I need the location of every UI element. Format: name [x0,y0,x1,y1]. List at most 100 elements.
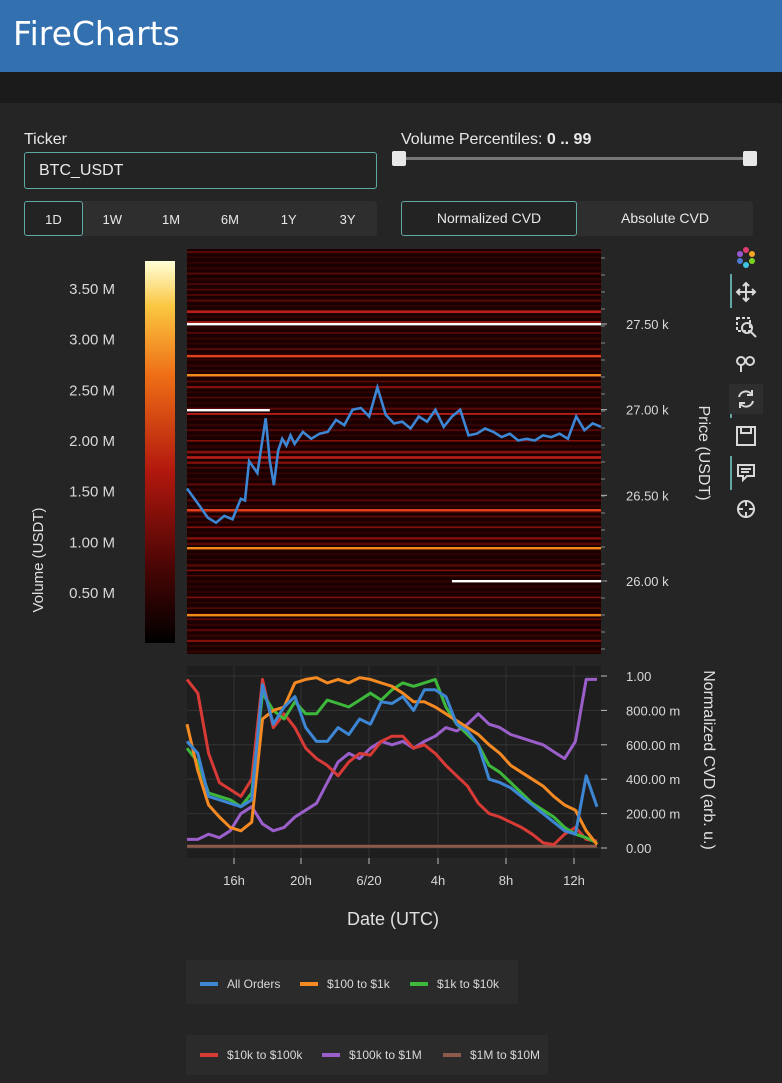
time-range-group: 1D 1W 1M 6M 1Y 3Y [24,201,377,236]
heatmap-level-row [187,645,601,648]
colorbar-tick-label: 1.50 M [69,484,115,501]
hover-icon[interactable] [729,458,763,488]
heatmap-level-row [187,623,601,626]
heatmap-hot-level [187,323,601,326]
plotly-logo-icon[interactable] [729,242,763,272]
price-axis-ticks: 27.50 k 27.00 k 26.50 k 26.00 k [601,257,669,650]
range-button-6m[interactable]: 6M [220,212,239,227]
heatmap-level-row [187,602,601,604]
heatmap-level-row [187,353,601,357]
range-button-1y[interactable]: 1Y [280,212,297,227]
heatmap-level-row [187,364,601,368]
reset-icon[interactable] [729,384,763,414]
ticker-input[interactable]: BTC_USDT [24,152,377,189]
toolbar-separator [730,456,732,490]
date-tick-label: 8h [499,873,513,888]
heatmap-level-row [187,569,601,572]
absolute-cvd-button[interactable]: Absolute CVD [621,210,709,226]
colorbar-tick-label: 0.50 M [69,585,115,602]
pan-icon[interactable] [729,277,763,307]
heatmap-level-row [187,369,601,373]
range-button-1d[interactable]: 1D [24,201,83,236]
colorbar-tick-label: 1.00 M [69,534,115,551]
heatmap-level-row [187,499,601,502]
heatmap-level-row [187,256,601,259]
cvd-tick-label: 0.00 [626,841,651,856]
legend-label: $100 to $1k [327,977,391,991]
save-icon[interactable] [729,421,763,451]
cvd-background[interactable] [187,666,601,858]
heatmap-level-row [187,418,601,421]
heatmap-level-row [187,542,601,546]
volume-slider-handle-max[interactable] [743,151,757,166]
heatmap-level-row [187,407,601,410]
heatmap-hot-level [187,374,601,377]
range-button-3y[interactable]: 3Y [339,212,356,227]
heatmap-level-row [187,272,601,275]
heatmap-level-row [187,531,601,534]
price-tick-label: 26.00 k [626,574,669,589]
heatmap-level-row [187,294,601,296]
price-line [185,382,602,525]
legend-box-2 [186,1035,548,1075]
heatmap-level-row [187,575,601,577]
cvd-axis-label: Normalized CVD (arb. u.) [700,670,717,850]
cvd-tick-label: 1.00 [626,669,651,684]
heatmap-level-row [187,380,601,383]
cvd-series-line [185,683,599,836]
cvd-series-line [187,677,597,841]
normalized-cvd-button[interactable]: Normalized CVD [401,201,577,236]
heatmap-hot-level [187,547,601,550]
heatmap-level-row [187,278,601,281]
heatmap-level-row [187,267,601,270]
volume-slider-handle-min[interactable] [392,151,406,166]
volume-percentiles-label: Volume Percentiles: 0 .. 99 [401,131,591,149]
heatmap-hot-level [187,409,270,412]
chart-area: 3.50 M 3.00 M 2.50 M 2.00 M 1.50 M 1.00 M 0.50… [30,249,717,1075]
legend-label: $1k to $10k [437,977,500,991]
colorbar [145,261,175,643]
toolbar-separator [730,274,732,308]
range-button-1w[interactable]: 1W [102,212,122,227]
price-axis-label: Price (USDT) [695,405,712,500]
heatmap-level-row [187,591,601,593]
heatmap-level-row [187,553,601,555]
date-tick-label: 4h [431,873,445,888]
price-tick-label: 27.00 k [626,403,669,418]
heatmap-level-row [187,391,601,394]
crosshair-icon[interactable] [729,494,763,524]
heatmap-level-row [187,251,601,254]
heatmap-level-row [187,585,601,588]
colorbar-ticks: 3.50 M 3.00 M 2.50 M 2.00 M 1.50 M 1.00 M 0.50… [69,281,115,602]
volume-percentiles-title: Volume Percentiles: [401,131,543,148]
heatmap-level-row [187,386,601,389]
heatmap-level-row [187,521,601,524]
legend-label: All Orders [227,977,280,991]
heatmap-level-row [187,477,601,480]
heatmap-level-row [187,472,601,475]
legend-box-1 [186,960,518,1004]
price-tick-label: 27.50 k [626,317,669,332]
volume-percentiles-value: 0 .. 99 [546,131,592,148]
volume-slider-track[interactable] [398,157,752,160]
heatmap-level-row [187,580,601,583]
cvd-lines [185,676,599,848]
heatmap-level-row [187,483,601,486]
heatmap-level-row [187,440,601,442]
cvd-mode-group: Normalized CVD Absolute CVD [401,201,753,236]
heatmap-level-row [187,261,601,264]
date-axis-label: Date (UTC) [347,909,439,929]
header-strip [0,72,782,103]
box-zoom-icon[interactable] [729,312,763,342]
heatmap-level-row [187,321,601,323]
heatmap-level-row [187,467,601,469]
app-title: FireCharts [13,14,180,53]
cvd-tick-label: 600.00 m [626,738,680,753]
range-button-1m[interactable]: 1M [162,212,181,227]
heatmap-level-row [187,315,601,318]
date-tick-label: 12h [563,873,585,888]
wheel-zoom-icon[interactable] [729,348,763,378]
date-tick-label: 16h [223,873,245,888]
price-tick-label: 26.50 k [626,488,669,503]
ticker-label: Ticker [24,131,67,148]
